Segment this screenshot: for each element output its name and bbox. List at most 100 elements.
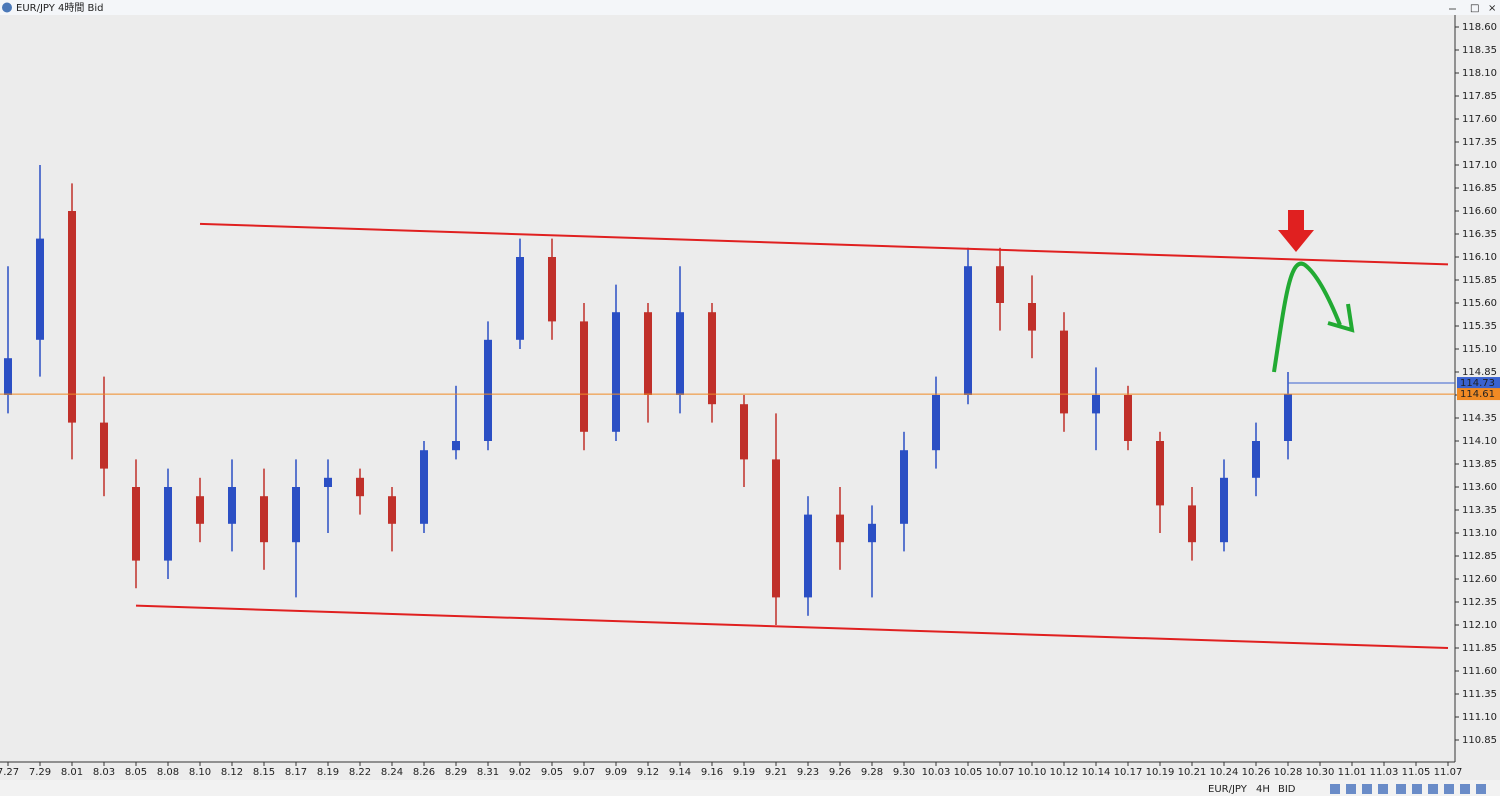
x-tick-label: 10.26: [1242, 767, 1271, 778]
x-tick-label: 7.27: [0, 767, 19, 778]
candle-body: [196, 496, 204, 524]
x-tick-label: 11.01: [1338, 767, 1367, 778]
x-tick-label: 9.16: [701, 767, 723, 778]
x-tick-label: 10.28: [1274, 767, 1303, 778]
tool-icon[interactable]: [1346, 784, 1356, 794]
app-icon: [2, 2, 12, 13]
candle-body: [1220, 477, 1228, 543]
candle-body: [772, 459, 780, 598]
candle-body: [420, 450, 428, 524]
x-tick-label: 10.07: [986, 767, 1015, 778]
y-tick-label: 118.10: [1462, 68, 1497, 79]
close-button[interactable]: ×: [1488, 3, 1496, 14]
window-title: EUR/JPY 4時間 Bid: [16, 2, 104, 14]
timeframe-selector[interactable]: 4H: [1256, 784, 1270, 795]
candle-body: [1156, 441, 1164, 506]
x-tick-label: 8.24: [381, 767, 403, 778]
y-tick-label: 111.60: [1462, 666, 1497, 677]
y-tick-label: 110.85: [1462, 735, 1497, 746]
x-tick-label: 8.12: [221, 767, 243, 778]
x-tick-label: 8.03: [93, 767, 115, 778]
x-tick-label: 8.08: [157, 767, 179, 778]
candle-body: [388, 496, 396, 524]
candle-body: [740, 404, 748, 460]
x-tick-label: 9.07: [573, 767, 595, 778]
x-tick-label: 10.05: [954, 767, 983, 778]
y-tick-label: 116.60: [1462, 206, 1497, 217]
x-tick-label: 11.07: [1434, 767, 1463, 778]
plot-area: [0, 15, 1455, 762]
x-tick-label: 9.23: [797, 767, 819, 778]
y-tick-label: 113.35: [1462, 505, 1497, 516]
y-tick-label: 115.10: [1462, 344, 1497, 355]
down-arrow-annotation: [1278, 210, 1314, 252]
tool-icon[interactable]: [1444, 784, 1454, 794]
x-tick-label: 7.29: [29, 767, 51, 778]
price-tag: [1457, 388, 1500, 401]
tool-icon[interactable]: [1362, 784, 1372, 794]
x-tick-label: 8.29: [445, 767, 467, 778]
status-bar: [0, 780, 1500, 796]
price-tag: [1457, 377, 1500, 390]
x-tick-label: 8.26: [413, 767, 435, 778]
price-tag-label: 114.61: [1460, 389, 1495, 400]
tool-icon[interactable]: [1396, 784, 1406, 794]
tool-icon[interactable]: [1378, 784, 1388, 794]
y-tick-label: 117.85: [1462, 91, 1497, 102]
channel-line: [199, 222, 1449, 266]
x-tick-label: 8.15: [253, 767, 275, 778]
candle-body: [868, 523, 876, 543]
tool-icon[interactable]: [1412, 784, 1422, 794]
tool-icon[interactable]: [1428, 784, 1438, 794]
x-tick-label: 9.30: [893, 767, 915, 778]
forecast-curve: [1272, 261, 1342, 373]
candle-body: [996, 266, 1004, 303]
candle-body: [644, 312, 652, 395]
y-tick-label: 113.10: [1462, 528, 1497, 539]
x-tick-label: 8.31: [477, 767, 499, 778]
y-tick-label: 117.10: [1462, 160, 1497, 171]
x-tick-label: 9.21: [765, 767, 787, 778]
y-tick-label: 116.35: [1462, 229, 1497, 240]
toolbar-icons: [1330, 784, 1486, 794]
tool-icon[interactable]: [1330, 784, 1340, 794]
y-tick-label: 114.35: [1462, 413, 1497, 424]
x-tick-label: 9.19: [733, 767, 755, 778]
x-tick-label: 9.09: [605, 767, 627, 778]
x-tick-label: 10.10: [1018, 767, 1047, 778]
candle-body: [260, 496, 268, 543]
x-tick-label: 10.14: [1082, 767, 1111, 778]
symbol-selector[interactable]: EUR/JPY: [1208, 784, 1248, 795]
x-tick-label: 10.17: [1114, 767, 1143, 778]
y-tick-label: 115.35: [1462, 321, 1497, 332]
maximize-button[interactable]: □: [1470, 3, 1479, 14]
tool-icon[interactable]: [1460, 784, 1470, 794]
candle-body: [1092, 395, 1100, 414]
tool-icon[interactable]: [1476, 784, 1486, 794]
x-tick-label: 8.22: [349, 767, 371, 778]
x-tick-label: 10.30: [1306, 767, 1335, 778]
candle-body: [1284, 394, 1292, 441]
x-tick-label: 8.05: [125, 767, 147, 778]
y-tick-label: 118.60: [1462, 22, 1497, 33]
x-tick-label: 10.12: [1050, 767, 1079, 778]
y-tick-label: 116.10: [1462, 252, 1497, 263]
candle-body: [580, 321, 588, 432]
x-tick-label: 9.26: [829, 767, 851, 778]
candle-body: [1188, 505, 1196, 543]
candle-body: [516, 257, 524, 340]
price-type-selector[interactable]: BID: [1278, 784, 1296, 795]
y-tick-label: 114.85: [1462, 367, 1497, 378]
y-tick-label: 113.85: [1462, 459, 1497, 470]
y-tick-label: 111.10: [1462, 712, 1497, 723]
candle-body: [964, 266, 972, 395]
candle-body: [612, 312, 620, 432]
candle-body: [68, 211, 76, 423]
candle-body: [452, 441, 460, 451]
candle-body: [708, 312, 716, 405]
candle-body: [132, 487, 140, 561]
candle-body: [1124, 395, 1132, 441]
candle-body: [1252, 441, 1260, 478]
y-tick-label: 112.60: [1462, 574, 1497, 585]
